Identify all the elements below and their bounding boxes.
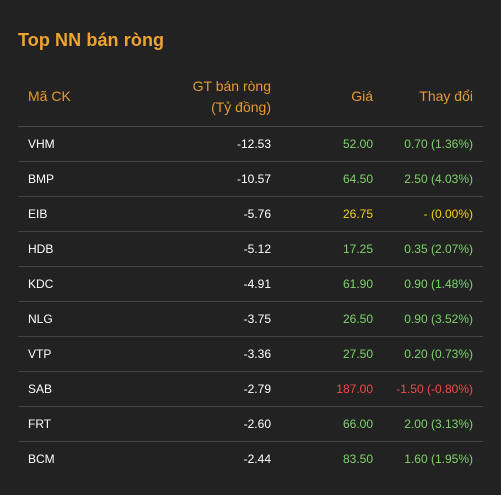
table-row[interactable]: FRT -2.60 66.00 2.00 (3.13%)	[18, 407, 483, 442]
change: 0.70 (1.36%)	[404, 137, 473, 151]
table-row[interactable]: EIB -5.76 26.75 - (0.00%)	[18, 197, 483, 232]
net-sell-value: -2.60	[243, 417, 271, 431]
net-sell-value: -5.76	[243, 207, 271, 221]
table-row[interactable]: BMP -10.57 64.50 2.50 (4.03%)	[18, 162, 483, 197]
change: 0.90 (3.52%)	[404, 312, 473, 326]
change: 0.35 (2.07%)	[404, 242, 473, 256]
net-sell-value: -12.53	[236, 137, 271, 151]
net-sell-value: -2.44	[243, 452, 271, 466]
header-change[interactable]: Thay đổi	[419, 88, 473, 104]
stock-code[interactable]: KDC	[28, 277, 54, 291]
stock-code[interactable]: BMP	[28, 172, 55, 186]
change: 2.50 (4.03%)	[404, 172, 473, 186]
table-row[interactable]: KDC -4.91 61.90 0.90 (1.48%)	[18, 267, 483, 302]
stock-code[interactable]: EIB	[28, 207, 48, 221]
net-sell-value: -5.12	[243, 242, 271, 256]
stock-code[interactable]: BCM	[28, 452, 55, 466]
change: 1.60 (1.95%)	[404, 452, 473, 466]
net-sell-value: -2.79	[243, 382, 271, 396]
price: 187.00	[336, 382, 373, 396]
stock-code[interactable]: SAB	[28, 382, 53, 396]
table-body: VHM -12.53 52.00 0.70 (1.36%) BMP -10.57…	[18, 127, 483, 476]
change: 0.20 (0.73%)	[404, 347, 473, 361]
panel-title: Top NN bán ròng	[18, 30, 165, 50]
header-net-sell-value-line2: (Tỷ đồng)	[211, 99, 271, 115]
stock-code[interactable]: VTP	[28, 347, 52, 361]
net-sell-value: -10.57	[236, 172, 271, 186]
header-stock-code[interactable]: Mã CK	[28, 88, 71, 104]
net-sell-value: -4.91	[243, 277, 271, 291]
price: 27.50	[342, 347, 373, 361]
price: 64.50	[342, 172, 373, 186]
price: 26.50	[342, 312, 373, 326]
net-sell-value: -3.36	[243, 347, 271, 361]
table-row[interactable]: NLG -3.75 26.50 0.90 (3.52%)	[18, 302, 483, 337]
table-row[interactable]: VTP -3.36 27.50 0.20 (0.73%)	[18, 337, 483, 372]
price: 66.00	[342, 417, 373, 431]
change: 0.90 (1.48%)	[404, 277, 473, 291]
price: 26.75	[342, 207, 373, 221]
table-row[interactable]: VHM -12.53 52.00 0.70 (1.36%)	[18, 127, 483, 162]
stock-code[interactable]: HDB	[28, 242, 54, 256]
price: 17.25	[342, 242, 373, 256]
change: - (0.00%)	[423, 207, 473, 221]
stock-code[interactable]: VHM	[28, 137, 55, 151]
stock-code[interactable]: NLG	[28, 312, 53, 326]
table-row[interactable]: BCM -2.44 83.50 1.60 (1.95%)	[18, 442, 483, 476]
table-header: Mã CK GT bán ròng (Tỷ đồng) Giá Thay đổi	[18, 74, 483, 127]
header-net-sell-value[interactable]: GT bán ròng (Tỷ đồng)	[193, 76, 271, 118]
price: 83.50	[342, 452, 373, 466]
price: 52.00	[342, 137, 373, 151]
change: -1.50 (-0.80%)	[396, 382, 473, 396]
price: 61.90	[342, 277, 373, 291]
table-row[interactable]: HDB -5.12 17.25 0.35 (2.07%)	[18, 232, 483, 267]
header-price[interactable]: Giá	[351, 88, 373, 104]
header-net-sell-value-line1: GT bán ròng	[192, 78, 271, 94]
net-sell-value: -3.75	[243, 312, 271, 326]
table-row[interactable]: SAB -2.79 187.00 -1.50 (-0.80%)	[18, 372, 483, 407]
stock-code[interactable]: FRT	[28, 417, 52, 431]
change: 2.00 (3.13%)	[404, 417, 473, 431]
